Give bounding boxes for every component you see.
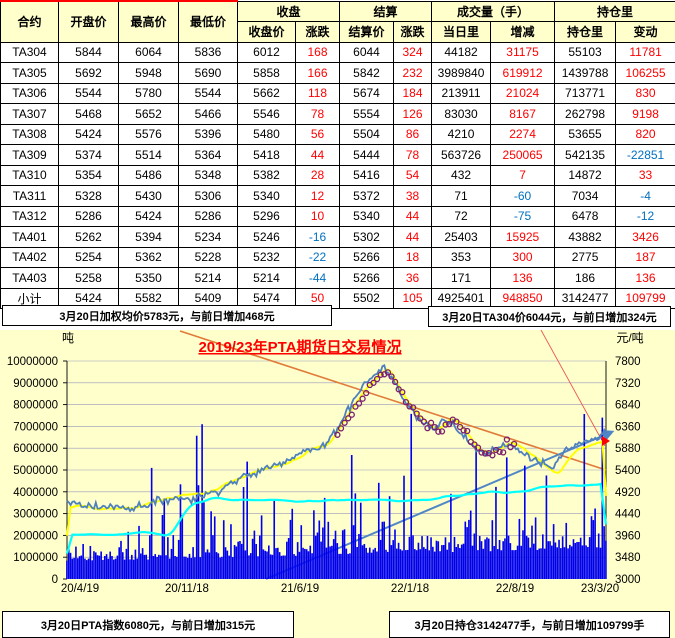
- svg-text:23/3/20: 23/3/20: [581, 583, 619, 595]
- svg-text:7000000: 7000000: [13, 421, 58, 433]
- svg-text:7800: 7800: [615, 356, 641, 368]
- svg-text:8000000: 8000000: [13, 400, 58, 412]
- svg-text:22/8/19: 22/8/19: [496, 583, 534, 595]
- svg-text:21/6/19: 21/6/19: [281, 583, 319, 595]
- svg-text:3960: 3960: [615, 530, 641, 542]
- svg-text:20/4/19: 20/4/19: [61, 583, 99, 595]
- svg-text:6360: 6360: [615, 421, 641, 433]
- svg-text:1000000: 1000000: [13, 552, 58, 564]
- svg-text:3480: 3480: [615, 552, 641, 564]
- svg-text:20/11/18: 20/11/18: [165, 583, 209, 595]
- svg-text:6840: 6840: [615, 400, 641, 412]
- svg-text:9000000: 9000000: [13, 378, 58, 390]
- svg-text:4440: 4440: [615, 509, 641, 521]
- svg-text:6000000: 6000000: [13, 443, 58, 455]
- svg-text:5000000: 5000000: [13, 465, 58, 477]
- svg-text:2000000: 2000000: [13, 530, 58, 542]
- svg-text:22/1/18: 22/1/18: [391, 583, 429, 595]
- svg-text:元/吨: 元/吨: [616, 331, 643, 345]
- svg-text:7320: 7320: [615, 378, 641, 390]
- svg-text:10000000: 10000000: [7, 356, 58, 368]
- svg-text:5400: 5400: [615, 465, 641, 477]
- svg-text:2019/23年PTA期货日交易情况: 2019/23年PTA期货日交易情况: [198, 338, 401, 356]
- svg-text:3000000: 3000000: [13, 509, 58, 521]
- svg-text:4920: 4920: [615, 487, 641, 499]
- svg-text:0: 0: [52, 574, 58, 586]
- svg-text:5880: 5880: [615, 443, 641, 455]
- svg-text:吨: 吨: [62, 331, 74, 345]
- svg-text:4000000: 4000000: [13, 487, 58, 499]
